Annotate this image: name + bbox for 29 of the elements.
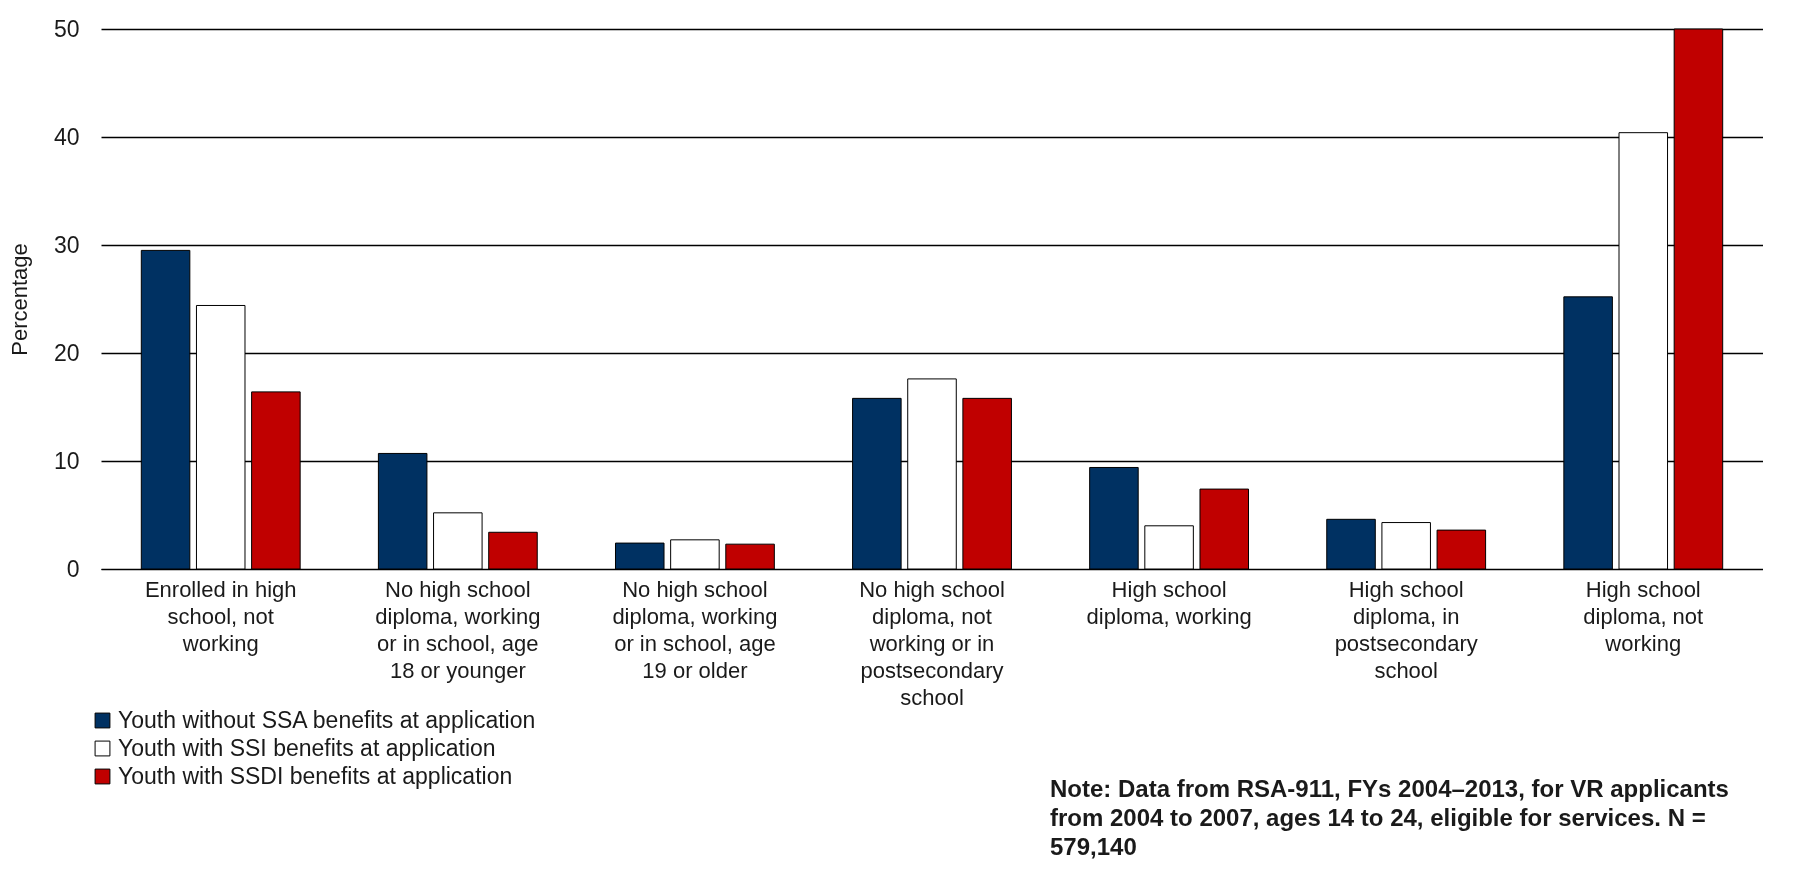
y-axis-title: Percentage — [6, 243, 32, 356]
bar — [1144, 525, 1194, 570]
x-tick-label: No high school diploma, working or in school, age 19 or older — [612, 576, 778, 683]
x-tick-label: High school diploma, in postsecondary school — [1334, 576, 1478, 683]
legend-label: Youth with SSDI benefits at application — [118, 762, 513, 789]
bar — [1089, 466, 1139, 570]
bar — [725, 543, 775, 570]
bar — [1326, 518, 1376, 570]
bar — [1381, 522, 1431, 570]
y-tick-label: 40 — [53, 123, 80, 150]
y-tick-label: 50 — [53, 15, 80, 42]
x-tick-label: No high school diploma, not working or in postsecondary school — [859, 576, 1005, 710]
y-tick-label: 10 — [53, 447, 80, 474]
bar — [433, 512, 483, 570]
legend-label: Youth with SSI benefits at application — [118, 734, 496, 761]
x-tick-label: High school diploma, not working — [1583, 576, 1704, 656]
text: Note: Data from RSA-911, FYs 2004–2013, for VR applicants from 2004 to 2007, ages 14 to 24, eligible for services. N = 579,140 — [1050, 774, 1730, 861]
bar — [1199, 488, 1250, 570]
y-tick-label: 0 — [66, 555, 80, 582]
y-tick-label: 20 — [53, 339, 80, 366]
y-tick-label: 30 — [53, 231, 80, 258]
bar — [488, 531, 538, 570]
x-tick-label: No high school diploma, working or in school, age 18 or younger — [375, 576, 541, 683]
legend-label: Youth without SSA benefits at application — [118, 706, 536, 733]
bar — [614, 542, 665, 570]
x-tick-label: Enrolled in high school, not working — [144, 576, 297, 656]
bar — [670, 539, 720, 570]
bar — [1436, 529, 1487, 570]
x-tick-label: High school diploma, working — [1086, 576, 1252, 629]
